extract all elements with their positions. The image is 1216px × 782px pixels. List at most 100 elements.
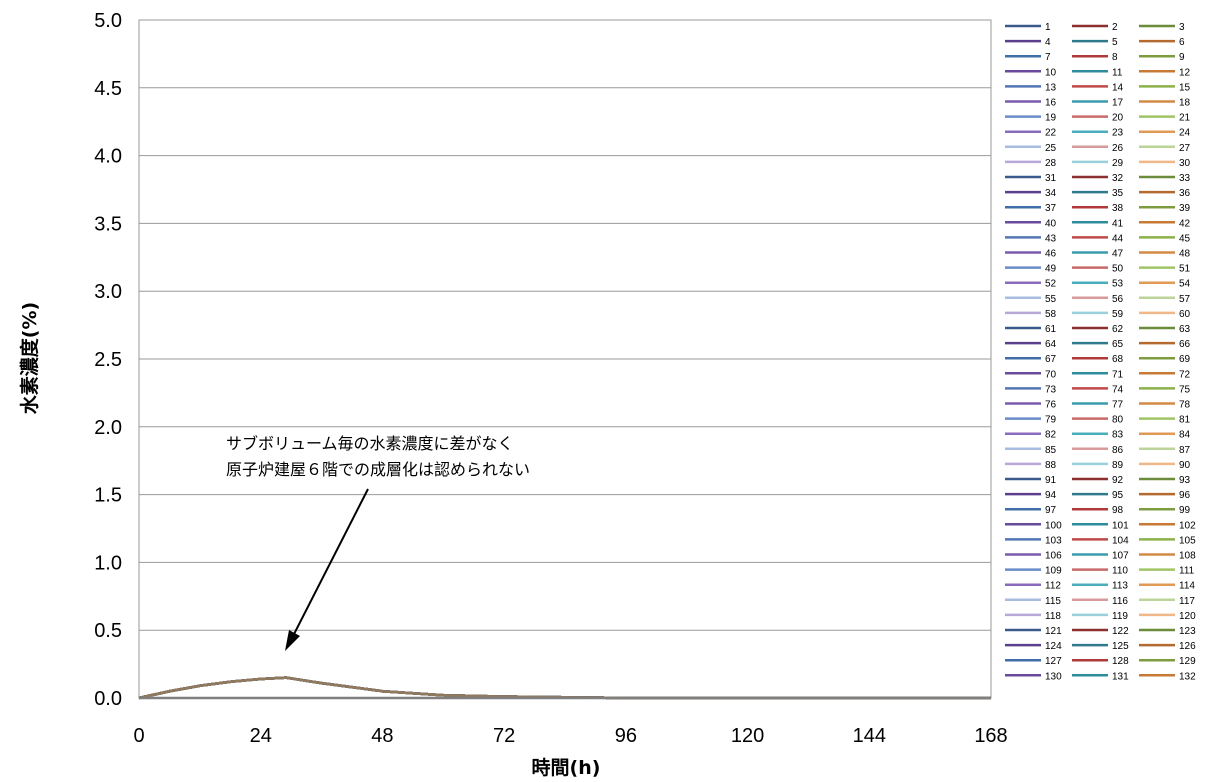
legend-label-59: 59: [1112, 309, 1124, 320]
legend-label-117: 117: [1179, 596, 1195, 607]
legend-label-116: 116: [1112, 596, 1128, 607]
legend-label-21: 21: [1179, 113, 1191, 124]
legend-label-31: 31: [1045, 173, 1057, 184]
y-tick-label: 2.5: [94, 349, 122, 371]
legend-label-52: 52: [1045, 279, 1057, 290]
legend-label-69: 69: [1179, 354, 1191, 365]
legend-label-75: 75: [1179, 384, 1191, 395]
y-axis-ticks: 0.0 0.5 1.0 1.5 2.0 2.5 3.0 3.5 4.0 4.5 5.0: [94, 10, 122, 710]
legend-label-72: 72: [1179, 369, 1191, 380]
legend-label-78: 78: [1179, 400, 1191, 411]
legend-label-57: 57: [1179, 294, 1191, 305]
legend-label-6: 6: [1179, 37, 1185, 48]
legend-label-86: 86: [1112, 445, 1124, 456]
legend-label-85: 85: [1045, 445, 1057, 456]
legend-label-107: 107: [1112, 551, 1129, 562]
legend-label-3: 3: [1179, 22, 1185, 33]
legend-label-29: 29: [1112, 158, 1124, 169]
legend-label-18: 18: [1179, 98, 1191, 109]
x-tick-label: 144: [853, 725, 886, 747]
legend-label-47: 47: [1112, 249, 1124, 260]
annotation-arrow: [290, 488, 369, 641]
legend-label-66: 66: [1179, 339, 1191, 350]
legend-label-130: 130: [1045, 671, 1062, 682]
legend-label-1: 1: [1045, 22, 1051, 33]
legend-label-128: 128: [1112, 656, 1129, 667]
legend-label-83: 83: [1112, 430, 1124, 441]
legend-label-37: 37: [1045, 203, 1057, 214]
y-tick-label: 3.0: [94, 281, 122, 303]
legend-label-23: 23: [1112, 128, 1124, 139]
legend-label-8: 8: [1112, 52, 1118, 63]
legend-label-60: 60: [1179, 309, 1191, 320]
legend-label-19: 19: [1045, 113, 1057, 124]
legend-label-123: 123: [1179, 626, 1196, 637]
legend-label-114: 114: [1179, 581, 1195, 592]
legend-label-74: 74: [1112, 384, 1124, 395]
legend-label-105: 105: [1179, 535, 1196, 546]
legend-label-42: 42: [1179, 218, 1191, 229]
legend-label-67: 67: [1045, 354, 1057, 365]
legend-label-99: 99: [1179, 505, 1191, 516]
x-axis-ticks: 0 24 48 72 96 120 144 168: [133, 725, 1007, 747]
legend-label-73: 73: [1045, 384, 1057, 395]
legend-label-36: 36: [1179, 188, 1191, 199]
x-axis-label: 時間(h): [532, 757, 601, 779]
legend-label-34: 34: [1045, 188, 1057, 199]
y-tick-label: 0.5: [94, 620, 122, 642]
legend-label-112: 112: [1045, 581, 1061, 592]
legend-label-121: 121: [1045, 626, 1062, 637]
legend-label-110: 110: [1112, 566, 1128, 577]
legend-label-56: 56: [1112, 294, 1124, 305]
legend-label-92: 92: [1112, 475, 1124, 486]
legend-label-102: 102: [1179, 520, 1196, 531]
legend-label-98: 98: [1112, 505, 1124, 516]
legend-label-53: 53: [1112, 279, 1124, 290]
legend-label-106: 106: [1045, 551, 1062, 562]
legend-label-28: 28: [1045, 158, 1057, 169]
legend-label-17: 17: [1112, 98, 1124, 109]
legend-label-87: 87: [1179, 445, 1191, 456]
legend-label-48: 48: [1179, 249, 1191, 260]
legend-label-45: 45: [1179, 233, 1191, 244]
legend-label-5: 5: [1112, 37, 1118, 48]
legend-label-125: 125: [1112, 641, 1129, 652]
y-axis-label: 水素濃度(%): [18, 302, 41, 414]
legend-label-41: 41: [1112, 218, 1124, 229]
legend-label-16: 16: [1045, 98, 1057, 109]
legend-label-11: 11: [1112, 67, 1123, 78]
x-tick-label: 96: [615, 725, 637, 747]
legend-label-129: 129: [1179, 656, 1196, 667]
legend-label-15: 15: [1179, 82, 1191, 93]
legend-label-4: 4: [1045, 37, 1051, 48]
legend-label-118: 118: [1045, 611, 1061, 622]
y-tick-label: 5.0: [94, 10, 122, 32]
legend-label-93: 93: [1179, 475, 1191, 486]
legend-label-97: 97: [1045, 505, 1057, 516]
annotation-line-1: サブボリューム毎の水素濃度に差がなく: [226, 434, 514, 453]
legend-label-115: 115: [1045, 596, 1061, 607]
legend-label-25: 25: [1045, 143, 1057, 154]
legend-label-70: 70: [1045, 369, 1057, 380]
legend-label-22: 22: [1045, 128, 1057, 139]
legend-label-101: 101: [1112, 520, 1129, 531]
legend-label-103: 103: [1045, 535, 1062, 546]
legend-label-54: 54: [1179, 279, 1191, 290]
annotation: サブボリューム毎の水素濃度に差がなく 原子炉建屋６階での成層化は認められない: [226, 434, 530, 651]
legend-label-40: 40: [1045, 218, 1057, 229]
legend-label-12: 12: [1179, 67, 1191, 78]
legend-label-9: 9: [1179, 52, 1185, 63]
legend-label-51: 51: [1179, 264, 1191, 275]
legend-label-65: 65: [1112, 339, 1124, 350]
legend-label-68: 68: [1112, 354, 1124, 365]
legend-label-95: 95: [1112, 490, 1124, 501]
legend-label-26: 26: [1112, 143, 1124, 154]
legend-label-126: 126: [1179, 641, 1196, 652]
x-tick-label: 24: [250, 725, 272, 747]
x-tick-label: 48: [371, 725, 393, 747]
legend-label-109: 109: [1045, 566, 1062, 577]
legend-label-62: 62: [1112, 324, 1124, 335]
legend-label-55: 55: [1045, 294, 1057, 305]
legend-label-113: 113: [1112, 581, 1128, 592]
